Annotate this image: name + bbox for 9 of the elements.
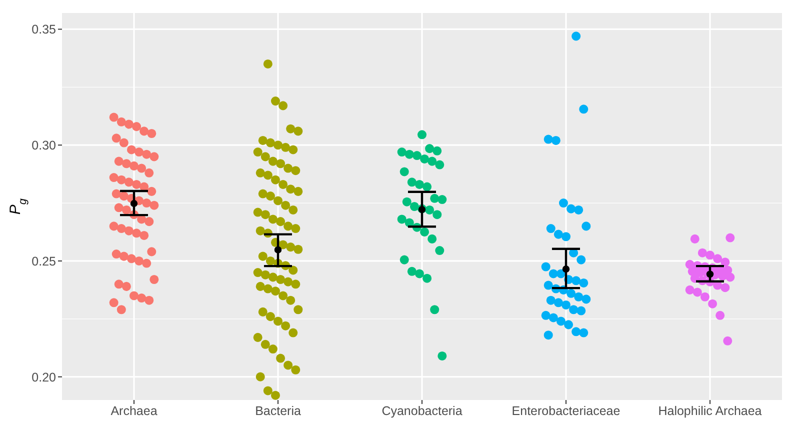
y-tick-label: 0.30 [32, 138, 56, 153]
x-tick-label: Archaea [110, 404, 158, 418]
x-tick-label: Enterobacteriaceae [512, 404, 620, 418]
y-tick-label: 0.25 [32, 254, 56, 268]
x-tick-label: Cyanobacteria [382, 404, 462, 418]
y-tick-label: 0.20 [32, 370, 56, 384]
y-tick-label: 0.35 [32, 22, 56, 37]
x-tick-label: Bacteria [255, 404, 301, 418]
x-tick-label: Halophilic Archaea [658, 404, 762, 418]
